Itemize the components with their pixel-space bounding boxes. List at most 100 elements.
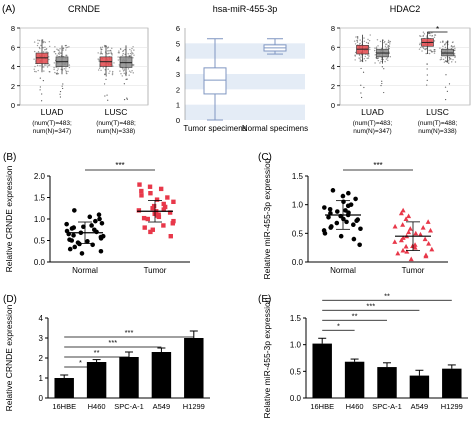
jitter-point — [418, 48, 421, 50]
outlier-point — [103, 83, 106, 85]
jitter-point — [367, 54, 369, 56]
jitter-point — [440, 58, 443, 61]
band — [185, 43, 305, 59]
scatter-ytick-label: 0.0 — [34, 258, 46, 267]
jitter-point — [431, 51, 433, 53]
jitter-point — [113, 62, 115, 64]
jitter-point — [108, 72, 110, 75]
jitter-point — [439, 47, 441, 49]
outlier-point — [105, 75, 107, 77]
bar-ytick-label: 0.5 — [290, 367, 302, 376]
jitter-point — [46, 66, 49, 68]
scatter-ytick-label: 1.0 — [292, 201, 304, 210]
data-point — [151, 203, 157, 209]
scatter-ytick-label: 0.0 — [292, 258, 304, 267]
group-sublabel: (num(T)=483; — [353, 120, 393, 127]
jitter-point — [364, 59, 367, 62]
jitter-point — [422, 31, 425, 33]
chart-title: CRNDE — [68, 4, 100, 14]
jitter-point — [44, 41, 46, 44]
data-point — [93, 218, 98, 224]
jitter-point — [442, 45, 444, 47]
jitter-point — [433, 34, 436, 36]
jitter-point — [453, 54, 456, 56]
data-point — [400, 222, 406, 227]
jitter-point — [433, 52, 436, 54]
jitter-point — [33, 70, 36, 73]
significance-label: *** — [115, 161, 124, 170]
jitter-point — [56, 54, 58, 57]
data-point — [400, 247, 406, 253]
jitter-point — [127, 68, 130, 70]
data-point — [428, 227, 434, 233]
jitter-point — [354, 51, 357, 54]
category-label: H1299 — [441, 402, 463, 411]
group-sublabel: num(N)=347) — [33, 128, 71, 135]
outlier-point — [62, 83, 64, 85]
jitter-point — [369, 48, 371, 51]
jitter-point — [429, 34, 431, 37]
outlier-point — [380, 84, 382, 87]
jitter-point — [133, 49, 135, 51]
data-point — [71, 225, 77, 230]
jitter-point — [385, 58, 388, 60]
outlier-point — [126, 98, 128, 100]
jitter-point — [419, 35, 421, 37]
jitter-point — [422, 35, 424, 38]
jitter-point — [368, 39, 371, 42]
outlier-point — [105, 78, 107, 80]
jitter-point — [386, 43, 388, 45]
outlier-point — [426, 79, 428, 82]
jitter-point — [107, 52, 110, 55]
data-point — [171, 218, 176, 224]
jitter-point — [53, 66, 55, 69]
jitter-point — [132, 72, 134, 74]
bar — [151, 352, 172, 398]
jitter-point — [120, 73, 122, 75]
jitter-point — [369, 34, 371, 36]
outlier-point — [446, 90, 448, 93]
jitter-point — [37, 42, 39, 45]
jitter-point — [419, 43, 421, 46]
jitter-point — [423, 33, 426, 35]
band — [185, 104, 305, 120]
data-point — [423, 252, 429, 258]
outlier-point — [383, 68, 385, 70]
outlier-point — [126, 78, 128, 80]
ytick-label: 2 — [11, 82, 15, 91]
chart-b-crnde-scatter: Relative CRNDE expression 0.0 0.5 1.0 1.5 2.0… — [4, 161, 190, 275]
data-point — [400, 235, 406, 240]
jitter-point — [104, 69, 106, 71]
jitter-point — [422, 47, 425, 50]
group-label: LUSC — [426, 107, 449, 117]
category-label: Tumor specimens — [183, 124, 246, 133]
jitter-point — [118, 52, 121, 54]
jitter-point — [57, 72, 60, 75]
jitter-point — [428, 32, 430, 35]
jitter-point — [106, 47, 109, 49]
jitter-point — [368, 46, 371, 49]
bar — [344, 361, 365, 398]
jitter-point — [48, 64, 50, 67]
jitter-point — [129, 52, 132, 55]
outlier-point — [39, 89, 41, 91]
jitter-point — [387, 45, 389, 47]
jitter-point — [366, 57, 368, 60]
category-label: H460 — [346, 402, 364, 411]
chart-title: hsa-miR-455-3p — [213, 4, 278, 14]
data-point — [64, 221, 69, 227]
jitter-point — [37, 51, 40, 53]
data-point — [72, 244, 78, 250]
jitter-point — [131, 47, 133, 50]
bar — [54, 378, 74, 398]
bar — [409, 375, 430, 398]
jitter-point — [442, 41, 444, 43]
data-point — [344, 219, 349, 225]
outlier-point — [59, 90, 62, 93]
jitter-point — [53, 68, 55, 71]
outlier-point — [39, 86, 41, 88]
jitter-point — [65, 49, 67, 51]
data-point — [97, 216, 102, 222]
outlier-point — [426, 74, 428, 76]
